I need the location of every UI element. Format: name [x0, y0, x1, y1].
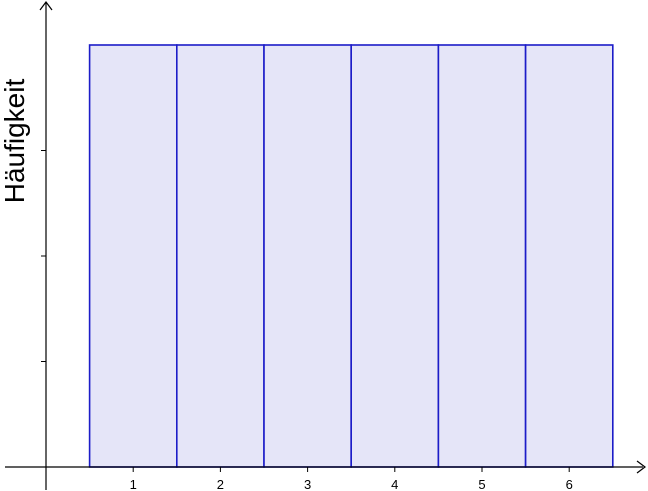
bar-3 [263, 44, 352, 468]
x-tick-label-3: 3 [304, 477, 311, 491]
x-axis-arrow-icon [636, 460, 646, 474]
x-tick-label-4: 4 [391, 477, 398, 491]
bar-2 [176, 44, 265, 468]
bar-6 [524, 44, 614, 468]
bar-4 [350, 44, 440, 468]
y-ticks-group [41, 150, 46, 362]
x-ticks-group: 1 2 3 4 5 6 [130, 467, 573, 491]
x-tick-label-2: 2 [217, 477, 224, 491]
bar-1 [88, 44, 178, 468]
bar-5 [437, 44, 527, 468]
x-tick-label-5: 5 [478, 477, 485, 491]
x-tick-label-1: 1 [130, 477, 137, 491]
y-axis-label: Häufigkeit [0, 79, 30, 204]
bars-group [88, 44, 614, 468]
y-axis-arrow-icon [39, 0, 53, 11]
x-tick-label-6: 6 [566, 477, 573, 491]
